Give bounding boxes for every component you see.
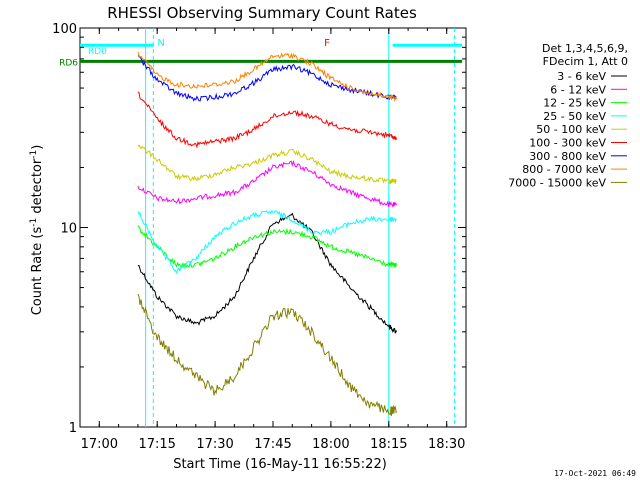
rate-markers: RD0 RD6 — [59, 43, 463, 68]
legend-header: Det 1,3,4,5,6,9, — [542, 42, 628, 55]
y-axis-label-close: ) — [30, 145, 45, 150]
legend: Det 1,3,4,5,6,9,FDecim 1, Att 0 3 - 6 keV… — [508, 42, 628, 189]
y-tick-label: 1 — [69, 421, 77, 436]
series-line — [137, 225, 397, 269]
plot-frame — [79, 27, 467, 428]
y-axis-label-exp-2: -1 — [29, 150, 39, 159]
y-axis: 1 10 100 — [52, 22, 466, 436]
legend-entry-label: 100 - 300 keV — [529, 137, 606, 150]
series-line — [137, 144, 397, 185]
series-group — [137, 51, 397, 417]
marker-label: RD0 — [88, 47, 107, 57]
series-line — [137, 51, 397, 103]
series-line — [137, 212, 397, 334]
y-tick-label: 10 — [60, 222, 77, 237]
marker-label: RD6 — [59, 58, 78, 68]
legend-entry-label: 800 - 7000 keV — [522, 163, 606, 176]
annotation-label: F — [324, 38, 330, 49]
legend-entry-label: 7000 - 15000 keV — [508, 176, 606, 189]
vertical-markers — [145, 28, 455, 427]
series-line — [137, 91, 397, 149]
legend-entry-label: 6 - 12 keV — [550, 83, 606, 96]
series-line — [137, 209, 397, 274]
x-tick-label: 18:15 — [370, 437, 407, 452]
legend-entry-label: 50 - 100 keV — [536, 123, 606, 136]
y-axis-label-tail: detector — [30, 158, 45, 218]
x-tick-label: 18:00 — [312, 437, 349, 452]
y-axis-label: Count Rate (s-1 detector-1) — [29, 145, 45, 316]
y-tick-label: 100 — [52, 22, 77, 37]
y-axis-label-exp: -1 — [29, 218, 39, 227]
legend-entry-label: 300 - 800 keV — [529, 150, 606, 163]
x-tick-label: 17:00 — [81, 437, 118, 452]
x-tick-label: 18:30 — [428, 437, 465, 452]
legend-entry-label: 3 - 6 keV — [557, 70, 606, 83]
footer-date: 17-Oct-2021 06:49 — [554, 469, 636, 478]
annotation-label: N — [157, 38, 164, 49]
x-tick-label: 17:15 — [138, 437, 175, 452]
series-line — [137, 293, 397, 417]
legend-entry-label: 25 - 50 keV — [543, 110, 606, 123]
x-tick-label: 17:30 — [196, 437, 233, 452]
x-axis: 17:00 17:15 17:30 17:45 18:00 18:15 18:30 — [79, 28, 467, 452]
legend-header: FDecim 1, Att 0 — [543, 55, 628, 68]
legend-entry-label: 12 - 25 keV — [543, 97, 606, 110]
series-line — [137, 160, 397, 208]
y-axis-label-main: Count Rate (s — [30, 227, 45, 316]
x-axis-label: Start Time (16-May-11 16:55:22) — [173, 457, 387, 472]
x-tick-label: 17:45 — [254, 437, 291, 452]
chart-title: RHESSI Observing Summary Count Rates — [107, 4, 417, 22]
